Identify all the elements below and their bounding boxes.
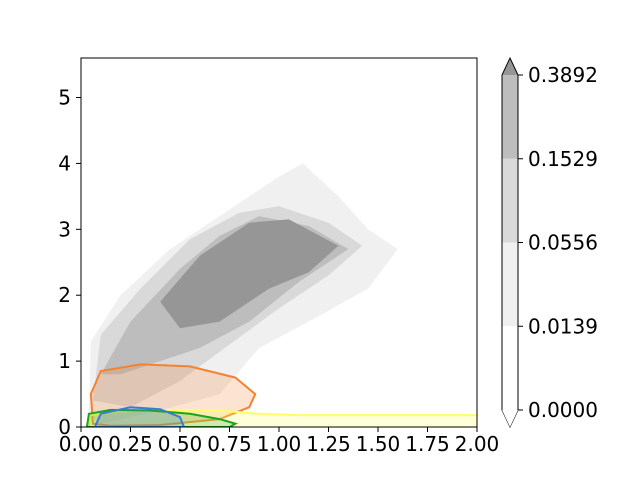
contour-line-4 (93, 406, 186, 427)
y-tick-label: 5 (58, 86, 71, 110)
colorbar-segment (502, 326, 518, 410)
colorbar-segment (502, 75, 518, 159)
y-tick-label: 2 (58, 283, 71, 307)
x-tick-label: 0.50 (158, 432, 203, 456)
colorbar-extend-max (502, 58, 518, 75)
colorbar-tick-label: 0.0000 (528, 398, 598, 422)
colorbar-tick-label: 0.1529 (528, 147, 598, 171)
x-tick-label: 1.50 (356, 432, 401, 456)
colorbar-extend-min (502, 410, 518, 427)
density-fill-core-region (160, 219, 339, 329)
colorbar: 0.0000 0.0139 0.0556 0.1529 0.3892 (501, 56, 598, 429)
colorbar-tick-label: 0.0556 (528, 231, 598, 255)
y-axis: 0 1 2 3 4 5 (58, 86, 81, 439)
y-tick-label: 0 (58, 415, 71, 439)
x-tick-label: 0.75 (207, 432, 252, 456)
x-tick-label: 1.00 (257, 432, 302, 456)
x-tick-label: 2.00 (455, 432, 500, 456)
colorbar-segment (502, 242, 518, 327)
contour-lines-layer (85, 363, 477, 427)
x-tick-label: 1.75 (405, 432, 450, 456)
x-tick-label: 0.00 (59, 432, 104, 456)
y-tick-label: 3 (58, 217, 71, 241)
density-fill-layer (88, 163, 398, 424)
x-tick-label: 1.25 (306, 432, 351, 456)
contour-line-3 (85, 408, 238, 427)
colorbar-tick-label: 0.0139 (528, 314, 598, 338)
x-axis: 0.00 0.25 0.50 0.75 1.00 1.25 1.50 1.75 2.00 (59, 427, 500, 456)
colorbar-tick-label: 0.3892 (528, 63, 598, 87)
y-tick-label: 4 (58, 151, 71, 175)
x-tick-label: 0.25 (108, 432, 153, 456)
colorbar-segment (502, 158, 518, 243)
y-tick-label: 1 (58, 349, 71, 373)
contour-line-2 (87, 408, 477, 427)
